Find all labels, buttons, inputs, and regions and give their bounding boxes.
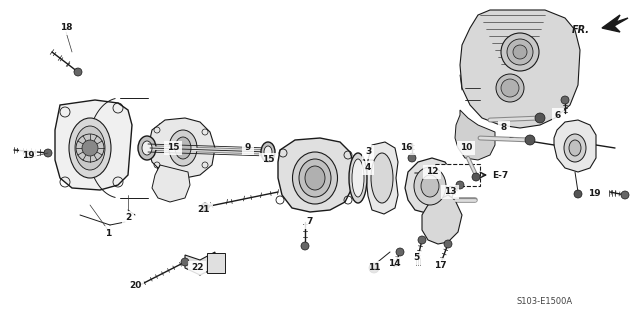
- Polygon shape: [422, 195, 462, 244]
- Text: 21: 21: [198, 205, 211, 214]
- Text: E-7: E-7: [492, 170, 508, 180]
- Text: 14: 14: [388, 259, 400, 269]
- Circle shape: [574, 190, 582, 198]
- Circle shape: [408, 154, 416, 162]
- Circle shape: [418, 236, 426, 244]
- Ellipse shape: [75, 126, 105, 170]
- Ellipse shape: [371, 153, 393, 203]
- Text: 5: 5: [413, 254, 419, 263]
- Circle shape: [561, 96, 569, 104]
- Circle shape: [396, 248, 404, 256]
- Text: 11: 11: [368, 263, 380, 272]
- Ellipse shape: [349, 153, 367, 203]
- Text: S103-E1500A: S103-E1500A: [517, 298, 573, 307]
- Polygon shape: [460, 10, 580, 128]
- Ellipse shape: [496, 74, 524, 102]
- Text: 9: 9: [245, 144, 251, 152]
- Text: 8: 8: [501, 123, 507, 132]
- Ellipse shape: [169, 130, 197, 166]
- Ellipse shape: [414, 167, 446, 205]
- Text: 10: 10: [460, 144, 472, 152]
- Text: 17: 17: [434, 261, 446, 270]
- Circle shape: [82, 140, 98, 156]
- Text: 4: 4: [365, 164, 371, 173]
- Text: 3: 3: [365, 147, 371, 157]
- Polygon shape: [405, 158, 455, 214]
- Text: 20: 20: [129, 280, 141, 290]
- Circle shape: [621, 191, 629, 199]
- Ellipse shape: [421, 175, 439, 197]
- Text: 19: 19: [588, 189, 600, 197]
- Text: FR.: FR.: [572, 25, 590, 35]
- Ellipse shape: [513, 45, 527, 59]
- Polygon shape: [185, 252, 215, 275]
- Ellipse shape: [305, 166, 325, 190]
- Circle shape: [535, 113, 545, 123]
- Ellipse shape: [138, 136, 156, 160]
- Bar: [435, 164, 480, 186]
- Polygon shape: [148, 118, 215, 178]
- Text: 7: 7: [307, 218, 313, 226]
- Text: 6: 6: [555, 110, 561, 120]
- Circle shape: [44, 149, 52, 157]
- Polygon shape: [366, 142, 398, 214]
- Text: 15: 15: [167, 144, 179, 152]
- Polygon shape: [602, 15, 628, 32]
- Polygon shape: [554, 120, 596, 172]
- Polygon shape: [152, 165, 190, 202]
- Polygon shape: [55, 100, 132, 190]
- Circle shape: [444, 240, 452, 248]
- Circle shape: [525, 135, 535, 145]
- Ellipse shape: [564, 134, 586, 162]
- Circle shape: [472, 173, 480, 181]
- Circle shape: [181, 258, 189, 266]
- Ellipse shape: [69, 118, 111, 178]
- Ellipse shape: [292, 152, 337, 204]
- Circle shape: [369, 263, 379, 273]
- Text: 19: 19: [22, 151, 35, 160]
- Ellipse shape: [569, 140, 581, 156]
- Circle shape: [301, 242, 309, 250]
- Circle shape: [456, 181, 464, 189]
- Bar: [207, 253, 225, 273]
- Ellipse shape: [507, 39, 533, 65]
- Polygon shape: [278, 138, 355, 212]
- Text: 16: 16: [400, 144, 412, 152]
- Text: 2: 2: [125, 213, 131, 222]
- Polygon shape: [455, 110, 495, 160]
- Ellipse shape: [264, 146, 272, 158]
- Ellipse shape: [142, 141, 152, 155]
- Circle shape: [201, 203, 209, 211]
- Text: 22: 22: [191, 263, 204, 272]
- Text: 1: 1: [105, 228, 111, 238]
- Ellipse shape: [261, 142, 275, 162]
- Ellipse shape: [501, 79, 519, 97]
- Ellipse shape: [352, 159, 364, 197]
- Text: 18: 18: [60, 24, 72, 33]
- Text: 13: 13: [444, 188, 456, 197]
- Ellipse shape: [299, 159, 331, 197]
- Text: 12: 12: [426, 167, 438, 176]
- Circle shape: [74, 68, 82, 76]
- Ellipse shape: [501, 33, 539, 71]
- Text: 15: 15: [262, 155, 275, 165]
- Ellipse shape: [175, 137, 191, 159]
